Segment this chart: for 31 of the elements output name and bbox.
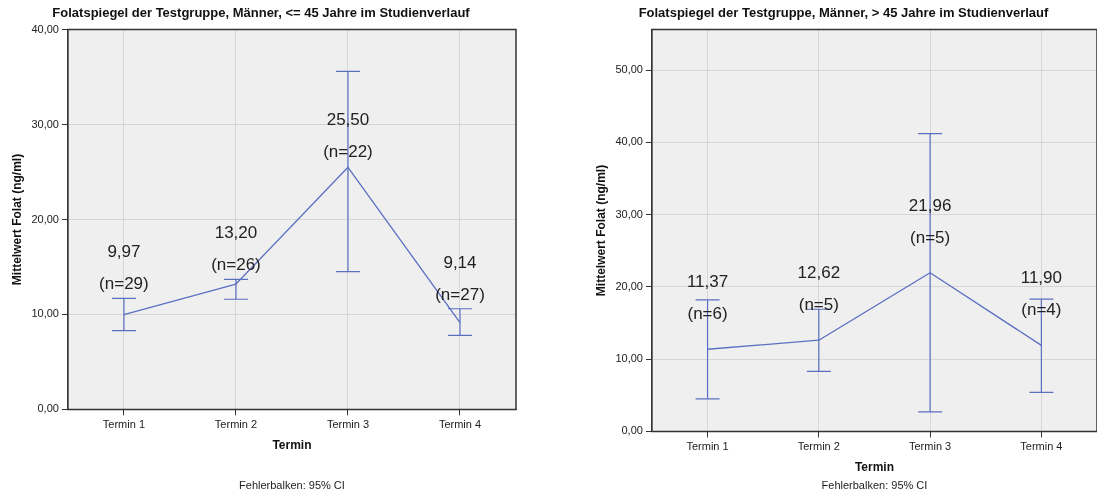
x-tick-label: Termin 4: [1020, 440, 1063, 453]
y-tick-label: 40,00: [31, 22, 59, 35]
x-axis-title: Termin: [272, 438, 312, 453]
y-axis-title: Mittelwert Folat (ng/ml): [593, 164, 608, 297]
x-tick-label: Termin 3: [909, 440, 952, 453]
x-tick-label: Termin 4: [438, 418, 482, 431]
y-tick-label: 10,00: [31, 307, 59, 320]
x-tick-label: Termin 2: [797, 440, 840, 453]
x-axis-title: Termin: [854, 460, 895, 475]
x-tick-label: Termin 3: [326, 418, 370, 431]
text: Fehlerbalken: 95% CI: [239, 478, 345, 491]
y-tick-label: 0,00: [621, 424, 643, 437]
chart-title: Folatspiegel der Testgruppe, Männer, > 45 Jahre im Studienverlauf: [638, 5, 1050, 21]
data-label: 12,62 (n=5): [797, 263, 841, 315]
data-label: 25,50 (n=22): [323, 110, 373, 162]
y-tick-label: 0,00: [37, 402, 59, 415]
y-tick-label: 30,00: [31, 117, 59, 130]
y-tick-label: 40,00: [615, 135, 643, 148]
text: Fehlerbalken: 95% CI: [821, 478, 928, 491]
y-axis-title: Mittelwert Folat (ng/ml): [9, 153, 24, 286]
y-tick-label: 20,00: [615, 279, 643, 292]
x-tick-label: Termin 2: [214, 418, 258, 431]
y-tick-label: 20,00: [31, 212, 59, 225]
data-label: 9,97 (n=29): [99, 242, 149, 294]
y-tick-label: 30,00: [615, 207, 643, 220]
y-tick-label: 10,00: [615, 352, 643, 365]
chart-title: Folatspiegel der Testgruppe, Männer, <= 45 Jahre im Studienverlauf: [52, 5, 471, 21]
data-label: 21,96 (n=5): [908, 195, 952, 247]
x-tick-label: Termin 1: [686, 440, 729, 453]
x-tick-label: Termin 1: [102, 418, 146, 431]
y-tick-label: 50,00: [615, 63, 643, 76]
